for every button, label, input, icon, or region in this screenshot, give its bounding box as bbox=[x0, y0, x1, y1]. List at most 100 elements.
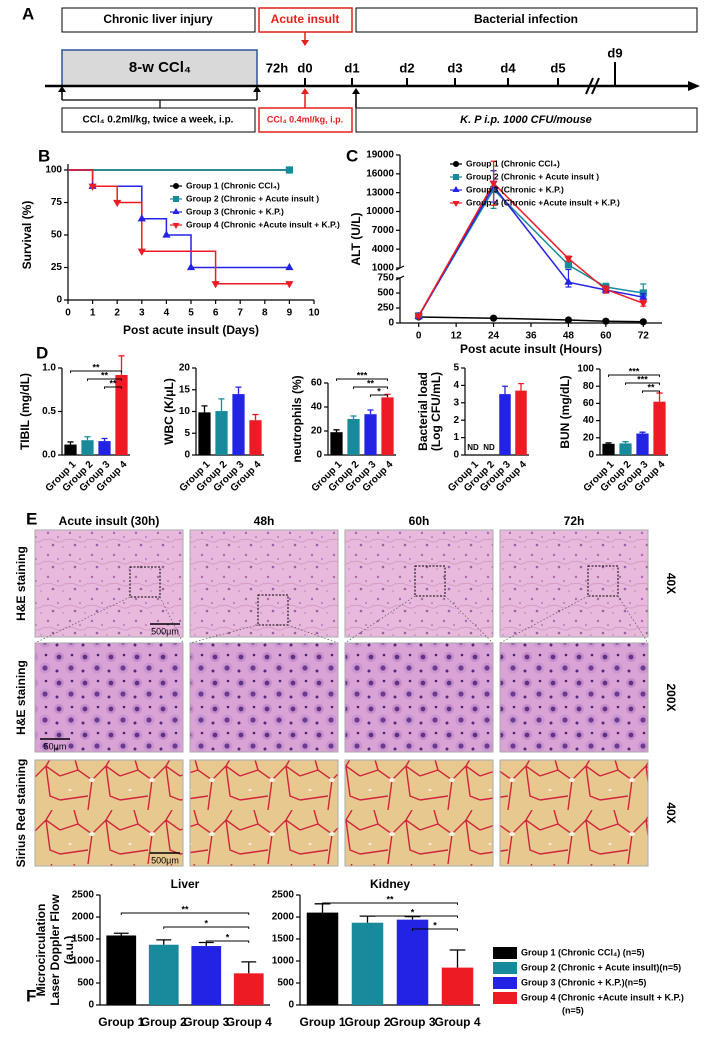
axis-break bbox=[591, 77, 600, 95]
legend-label: Group 2 (Chronic + Acute insult ) bbox=[186, 193, 319, 203]
micrograph bbox=[189, 642, 339, 753]
magnification: 40X bbox=[664, 802, 678, 823]
y-tick-label: 500 bbox=[277, 978, 294, 989]
x-tick-label: 0 bbox=[416, 331, 422, 342]
y-tick-label: 75 bbox=[51, 197, 63, 208]
y-tick-label: 0 bbox=[184, 450, 190, 461]
treatment-box bbox=[258, 107, 353, 133]
error-bar bbox=[449, 949, 466, 968]
micrograph bbox=[499, 642, 649, 753]
error-bar bbox=[235, 386, 242, 395]
significance-bracket bbox=[412, 928, 458, 931]
y-tick-label: 0.5 bbox=[42, 406, 56, 417]
legend-label: Group 3 (Chronic + K.P.) bbox=[186, 206, 284, 216]
significance-label: * bbox=[377, 386, 381, 396]
x-tick-label: Group 3 bbox=[183, 1015, 229, 1029]
na-label: ND bbox=[483, 443, 495, 452]
x-tick-label: 5 bbox=[188, 308, 194, 319]
phase-box bbox=[61, 7, 256, 33]
error-bar bbox=[67, 441, 74, 445]
y-tick-label: 3 bbox=[453, 397, 459, 408]
bar bbox=[191, 946, 222, 1005]
error-bar bbox=[241, 961, 257, 974]
error-bar bbox=[252, 413, 259, 421]
error-bar bbox=[518, 383, 524, 391]
phase-label: Acute insult bbox=[271, 12, 340, 26]
y-axis-label: Laser Doppler Flow bbox=[48, 894, 62, 1006]
marker bbox=[564, 277, 573, 285]
legend-label: Group 1 (Chronic CCl₄) bbox=[186, 180, 280, 190]
significance-bracket bbox=[367, 915, 458, 918]
x-tick-label: Group 1 bbox=[98, 1015, 144, 1029]
micrograph bbox=[344, 759, 494, 867]
timepoint: d3 bbox=[447, 60, 462, 75]
panel-letter: C bbox=[346, 146, 358, 165]
model-box bbox=[61, 49, 258, 87]
marker bbox=[414, 313, 423, 321]
marker bbox=[211, 281, 220, 289]
bar bbox=[81, 440, 94, 455]
bar bbox=[396, 919, 429, 1005]
micrograph bbox=[34, 642, 184, 753]
x-tick-label: 4 bbox=[164, 308, 170, 319]
y-tick-label: 13000 bbox=[366, 187, 394, 198]
error-bar bbox=[622, 441, 629, 444]
error-bar bbox=[502, 385, 508, 395]
y-tick-label: 0 bbox=[56, 295, 62, 306]
marker bbox=[137, 214, 146, 222]
timeline-arrow bbox=[688, 81, 700, 91]
error-bar bbox=[639, 431, 646, 434]
y-tick-label: 5 bbox=[184, 428, 190, 439]
marker bbox=[186, 262, 196, 271]
row-label: H&E staining bbox=[14, 660, 28, 735]
timepoint: d5 bbox=[550, 60, 565, 75]
x-tick-label: 12 bbox=[451, 331, 463, 342]
magnification: 200X bbox=[664, 683, 678, 711]
micrograph bbox=[499, 529, 649, 638]
na-label: ND bbox=[467, 443, 479, 452]
significance-bracket bbox=[370, 394, 388, 397]
significance-bracket bbox=[642, 390, 660, 393]
zoom-line bbox=[617, 595, 649, 644]
alt-line bbox=[418, 316, 644, 323]
phase-label: Bacterial infection bbox=[474, 12, 578, 26]
marker bbox=[172, 223, 180, 229]
y-axis-label: Survival (%) bbox=[20, 201, 34, 270]
significance-label: ** bbox=[92, 362, 100, 372]
x-tick-label: Group 1 bbox=[299, 1015, 345, 1029]
y-tick-label: 100 bbox=[577, 364, 594, 375]
error-bar bbox=[101, 437, 108, 442]
chart-title: Liver bbox=[171, 877, 200, 891]
y-tick-label: 19000 bbox=[366, 150, 394, 161]
significance-label: ** bbox=[181, 904, 189, 914]
x-tick-label: 1 bbox=[90, 308, 96, 319]
marker bbox=[564, 255, 573, 264]
y-tick-label: 1 bbox=[453, 432, 459, 443]
x-tick-label: 6 bbox=[213, 308, 219, 319]
marker bbox=[453, 161, 459, 167]
timepoint: d4 bbox=[500, 60, 516, 75]
x-tick-label: Group 2 bbox=[141, 1015, 187, 1029]
error-bar bbox=[314, 903, 331, 913]
treatment-label: K. P i.p. 1000 CFU/mouse bbox=[460, 114, 592, 126]
bar bbox=[232, 394, 245, 455]
panel-letter: E bbox=[26, 509, 37, 528]
y-tick-label: 5 bbox=[453, 363, 459, 374]
x-tick-label: 48 bbox=[563, 331, 575, 342]
legend-label: Group 2 (Chronic + Acute insult ) bbox=[466, 171, 599, 181]
significance-bracket bbox=[163, 926, 250, 929]
y-axis-label: TIBIL (mg/dL) bbox=[18, 373, 32, 450]
bar bbox=[330, 432, 343, 455]
x-tick-label: 8 bbox=[262, 308, 268, 319]
arrow-head bbox=[352, 88, 360, 94]
y-tick-label: 20 bbox=[583, 432, 595, 443]
y-tick-label: 0 bbox=[388, 318, 394, 329]
marker bbox=[285, 281, 294, 289]
survival-line bbox=[68, 169, 290, 285]
y-axis-label: Bacterial load bbox=[416, 372, 430, 451]
significance-bracket bbox=[70, 370, 122, 373]
column-header: Acute insult (30h) bbox=[59, 514, 160, 528]
y-tick-label: 10 bbox=[179, 406, 191, 417]
significance-bracket bbox=[120, 912, 250, 915]
